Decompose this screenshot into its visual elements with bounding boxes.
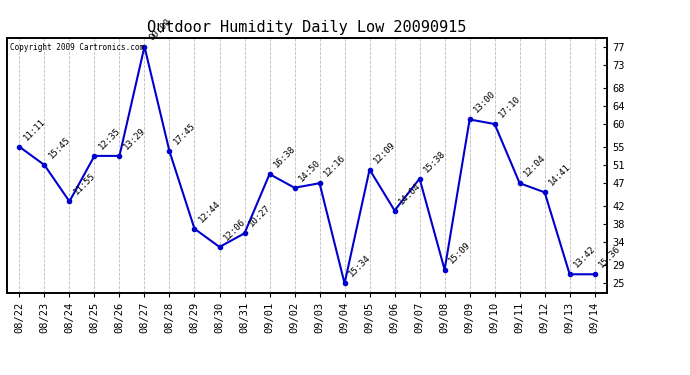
Text: 11:55: 11:55 (72, 171, 97, 197)
Text: 13:42: 13:42 (572, 244, 598, 270)
Text: 12:16: 12:16 (322, 153, 348, 178)
Text: 14:04: 14:04 (397, 181, 422, 206)
Text: 14:41: 14:41 (547, 162, 573, 188)
Text: 11:11: 11:11 (22, 117, 48, 142)
Text: 15:45: 15:45 (47, 135, 72, 160)
Title: Outdoor Humidity Daily Low 20090915: Outdoor Humidity Daily Low 20090915 (148, 20, 466, 35)
Text: 16:38: 16:38 (272, 144, 297, 170)
Text: 14:50: 14:50 (297, 158, 322, 183)
Text: 13:00: 13:00 (472, 90, 497, 115)
Text: 13:29: 13:29 (122, 126, 148, 152)
Text: 12:44: 12:44 (197, 199, 222, 224)
Text: 15:38: 15:38 (422, 149, 448, 174)
Text: Copyright 2009 Cartronics.com: Copyright 2009 Cartronics.com (10, 43, 144, 52)
Text: 15:34: 15:34 (347, 254, 373, 279)
Text: 17:10: 17:10 (497, 94, 522, 120)
Text: 12:04: 12:04 (522, 153, 548, 178)
Text: 17:45: 17:45 (172, 122, 197, 147)
Text: 12:35: 12:35 (97, 126, 122, 152)
Text: 10:27: 10:27 (247, 203, 273, 229)
Text: 12:06: 12:06 (222, 217, 248, 242)
Text: 12:09: 12:09 (372, 140, 397, 165)
Text: 00:00: 00:00 (147, 16, 172, 42)
Text: 15:36: 15:36 (598, 244, 622, 270)
Text: 15:09: 15:09 (447, 240, 473, 265)
